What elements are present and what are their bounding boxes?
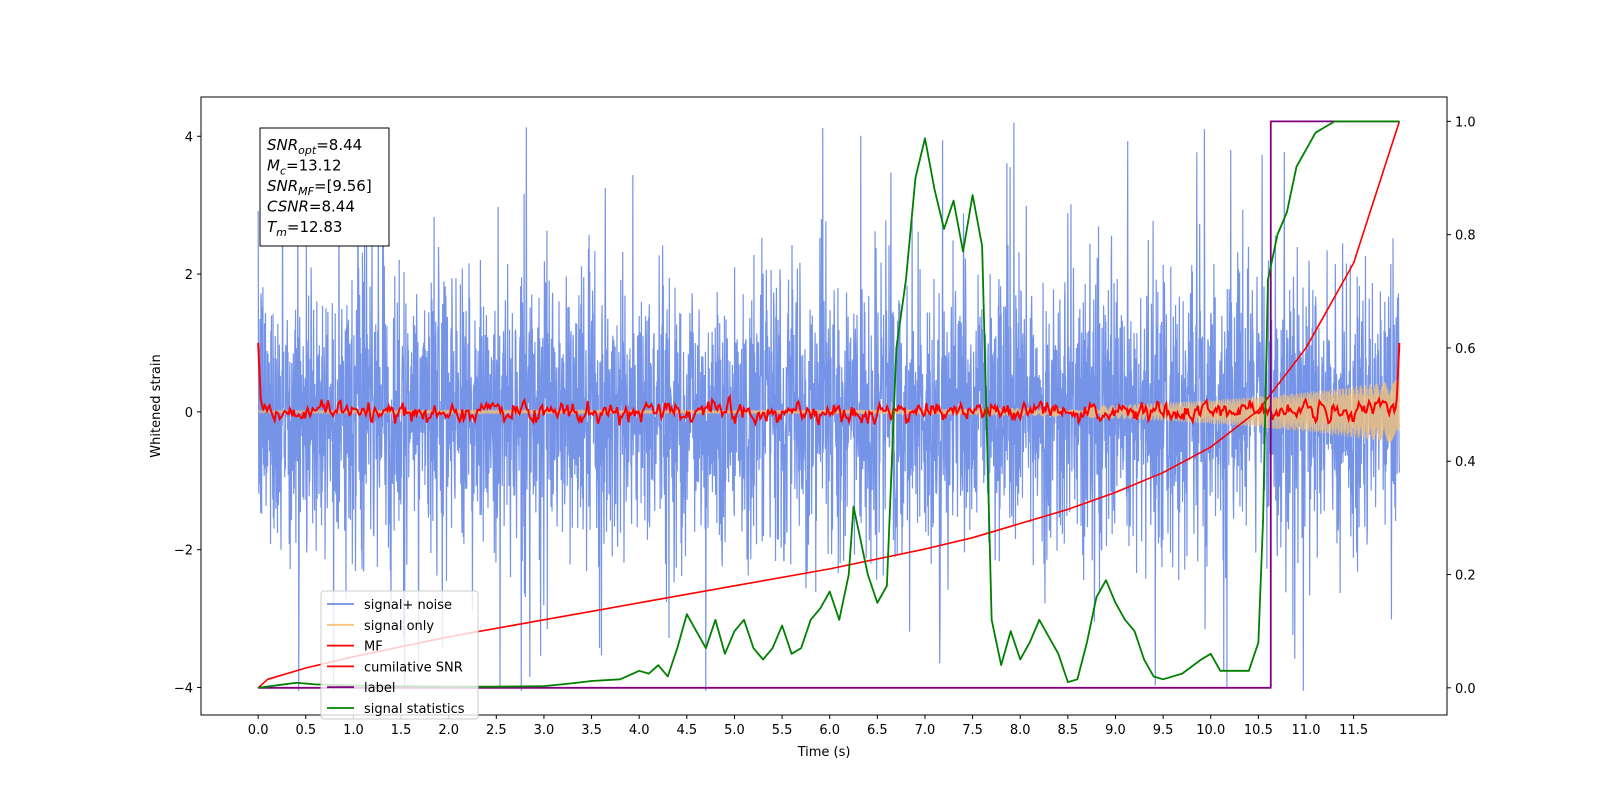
parameter-line: CSNR=8.44 — [267, 198, 355, 216]
right-y-tick-label: 0.2 — [1455, 569, 1476, 584]
right-y-tick-label: 0.0 — [1455, 682, 1476, 697]
x-tick-label: 8.0 — [1010, 723, 1031, 738]
legend-entry: cumilative SNR — [364, 660, 463, 675]
x-tick-label: 1.0 — [343, 723, 364, 738]
x-tick-label: 9.0 — [1105, 723, 1126, 738]
left-y-axis: −4 −2 0 2 4 — [174, 130, 201, 696]
x-tick-label: 8.5 — [1058, 723, 1079, 738]
right-y-tick-label: 0.6 — [1455, 342, 1476, 357]
x-tick-label: 5.5 — [772, 723, 793, 738]
series-signal-statistics — [258, 120, 1400, 689]
parameter-line: Mc=13.12 — [267, 157, 342, 178]
parameter-line: Tm=12.83 — [267, 218, 342, 239]
x-axis: 0.0 0.5 1.0 1.5 2.0 2.5 3.0 3.5 4.0 4.5 5.0 5.5 6.0 6… — [248, 715, 1368, 738]
left-y-tick-label: 2 — [185, 268, 193, 283]
legend: signal+ noise signal only MF cumilative SNR… — [320, 590, 479, 720]
right-y-tick-label: 1.0 — [1455, 115, 1476, 130]
parameter-line: SNRopt=8.44 — [267, 136, 362, 157]
x-axis-label: Time (s) — [797, 745, 851, 760]
x-tick-label: 3.0 — [534, 723, 555, 738]
legend-frame — [320, 590, 479, 720]
x-tick-label: 1.5 — [391, 723, 412, 738]
legend-entry: MF — [364, 640, 383, 655]
x-tick-label: 3.5 — [581, 723, 602, 738]
plot-frame — [200, 96, 1448, 716]
y-axis-label: Whitened strain — [149, 354, 164, 457]
x-tick-label: 10.0 — [1196, 723, 1225, 738]
x-tick-label: 2.5 — [486, 723, 507, 738]
parameter-box-frame — [259, 127, 390, 247]
parameter-box: SNRopt=8.44Mc=13.12SNRMF=[9.56]CSNR=8.44… — [259, 127, 390, 247]
right-y-axis: 0.0 0.2 0.4 0.6 0.8 1.0 — [1447, 115, 1476, 697]
right-y-tick-label: 0.4 — [1455, 455, 1476, 470]
legend-entry: label — [364, 681, 395, 696]
x-tick-label: 10.5 — [1244, 723, 1273, 738]
legend-entry: signal statistics — [364, 702, 465, 717]
left-y-tick-label: −4 — [174, 681, 193, 696]
x-tick-label: 6.5 — [867, 723, 888, 738]
x-tick-label: 9.5 — [1153, 723, 1174, 738]
x-tick-label: 5.0 — [724, 723, 745, 738]
x-tick-label: 11.0 — [1292, 723, 1321, 738]
x-tick-label: 4.0 — [629, 723, 650, 738]
left-y-tick-label: 4 — [185, 130, 193, 145]
x-tick-label: 0.5 — [295, 723, 316, 738]
x-tick-label: 0.0 — [248, 723, 269, 738]
left-y-tick-label: 0 — [185, 406, 193, 421]
legend-entry: signal only — [364, 619, 434, 634]
series-signal-noise — [257, 122, 1400, 691]
x-tick-label: 4.5 — [676, 723, 697, 738]
x-tick-label: 11.5 — [1339, 723, 1368, 738]
x-tick-label: 6.0 — [819, 723, 840, 738]
x-tick-label: 7.0 — [915, 723, 936, 738]
legend-entry: signal+ noise — [364, 598, 452, 613]
x-tick-label: 7.5 — [962, 723, 983, 738]
right-y-tick-label: 0.8 — [1455, 229, 1476, 244]
left-y-tick-label: −2 — [174, 544, 193, 559]
parameter-line: SNRMF=[9.56] — [267, 177, 372, 198]
x-tick-label: 2.0 — [438, 723, 459, 738]
series-mf — [257, 342, 1401, 427]
